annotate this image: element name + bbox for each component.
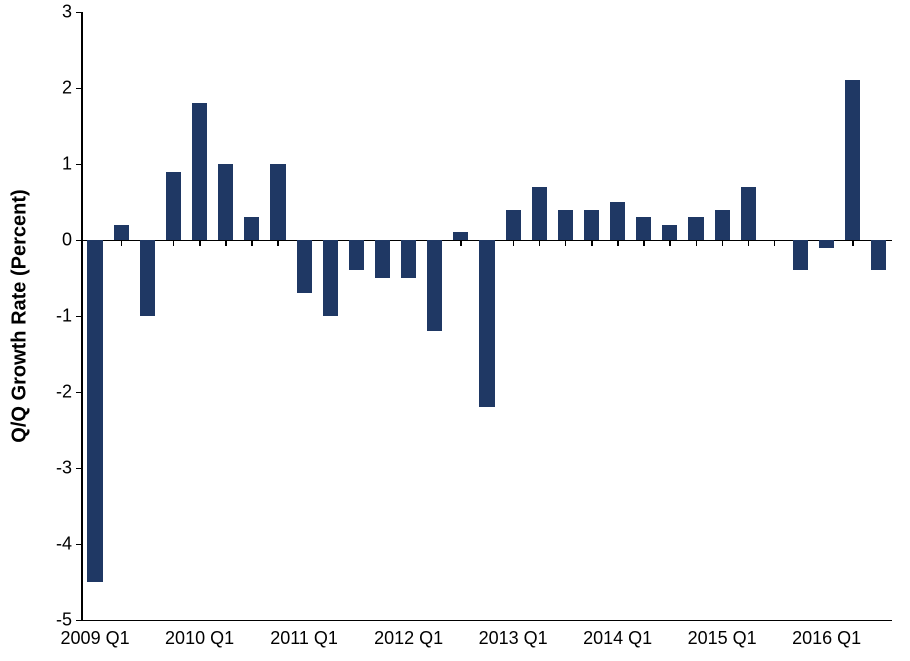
x-tick (643, 240, 645, 246)
bar (114, 225, 129, 240)
x-tick (591, 240, 593, 246)
bar (427, 240, 442, 331)
bar (297, 240, 312, 293)
bar (715, 210, 730, 240)
bar (584, 210, 599, 240)
x-tick (617, 240, 619, 246)
growth-rate-chart: Q/Q Growth Rate (Percent) -5-4-3-2-10123… (0, 0, 910, 661)
x-tick-label: 2014 Q1 (583, 620, 652, 649)
bar (558, 210, 573, 240)
plot-area: -5-4-3-2-101232009 Q12010 Q12011 Q12012 … (82, 12, 892, 620)
x-tick (121, 240, 123, 246)
x-tick (460, 240, 462, 246)
x-tick (774, 240, 776, 246)
x-tick (277, 240, 279, 246)
bar (87, 240, 102, 582)
y-tick-label: -1 (56, 306, 82, 327)
x-tick-label: 2016 Q1 (792, 620, 861, 649)
x-tick (513, 240, 515, 246)
bar (375, 240, 390, 278)
x-tick (748, 240, 750, 246)
x-tick (669, 240, 671, 246)
bar (140, 240, 155, 316)
bar (270, 164, 285, 240)
y-tick-label: -3 (56, 458, 82, 479)
x-tick (696, 240, 698, 246)
y-tick-label: 1 (62, 154, 82, 175)
bar (401, 240, 416, 278)
y-tick-label: 3 (62, 2, 82, 23)
bar (479, 240, 494, 407)
x-tick-label: 2013 Q1 (479, 620, 548, 649)
bar (610, 202, 625, 240)
y-axis-label: Q/Q Growth Rate (Percent) (9, 189, 32, 442)
x-tick (722, 240, 724, 246)
x-tick (539, 240, 541, 246)
bar (218, 164, 233, 240)
y-tick-label: 0 (62, 230, 82, 251)
bar (636, 217, 651, 240)
x-tick-label: 2009 Q1 (61, 620, 130, 649)
bar (453, 232, 468, 240)
y-tick-label: 2 (62, 78, 82, 99)
x-tick-label: 2012 Q1 (374, 620, 443, 649)
bar (323, 240, 338, 316)
bar (244, 217, 259, 240)
x-tick (199, 240, 201, 246)
x-tick (852, 240, 854, 246)
x-tick-label: 2015 Q1 (688, 620, 757, 649)
bar (819, 240, 834, 248)
x-tick-label: 2010 Q1 (165, 620, 234, 649)
x-tick (225, 240, 227, 246)
x-tick-label: 2011 Q1 (270, 620, 338, 649)
x-tick (173, 240, 175, 246)
x-tick (251, 240, 253, 246)
bar (506, 210, 521, 240)
bar (871, 240, 886, 270)
bar (662, 225, 677, 240)
bar (349, 240, 364, 270)
bar (741, 187, 756, 240)
bar (845, 80, 860, 240)
y-tick-label: -2 (56, 382, 82, 403)
bar (532, 187, 547, 240)
bar (166, 172, 181, 240)
bar (793, 240, 808, 270)
x-tick (565, 240, 567, 246)
bar (192, 103, 207, 240)
bar (688, 217, 703, 240)
y-tick-label: -4 (56, 534, 82, 555)
